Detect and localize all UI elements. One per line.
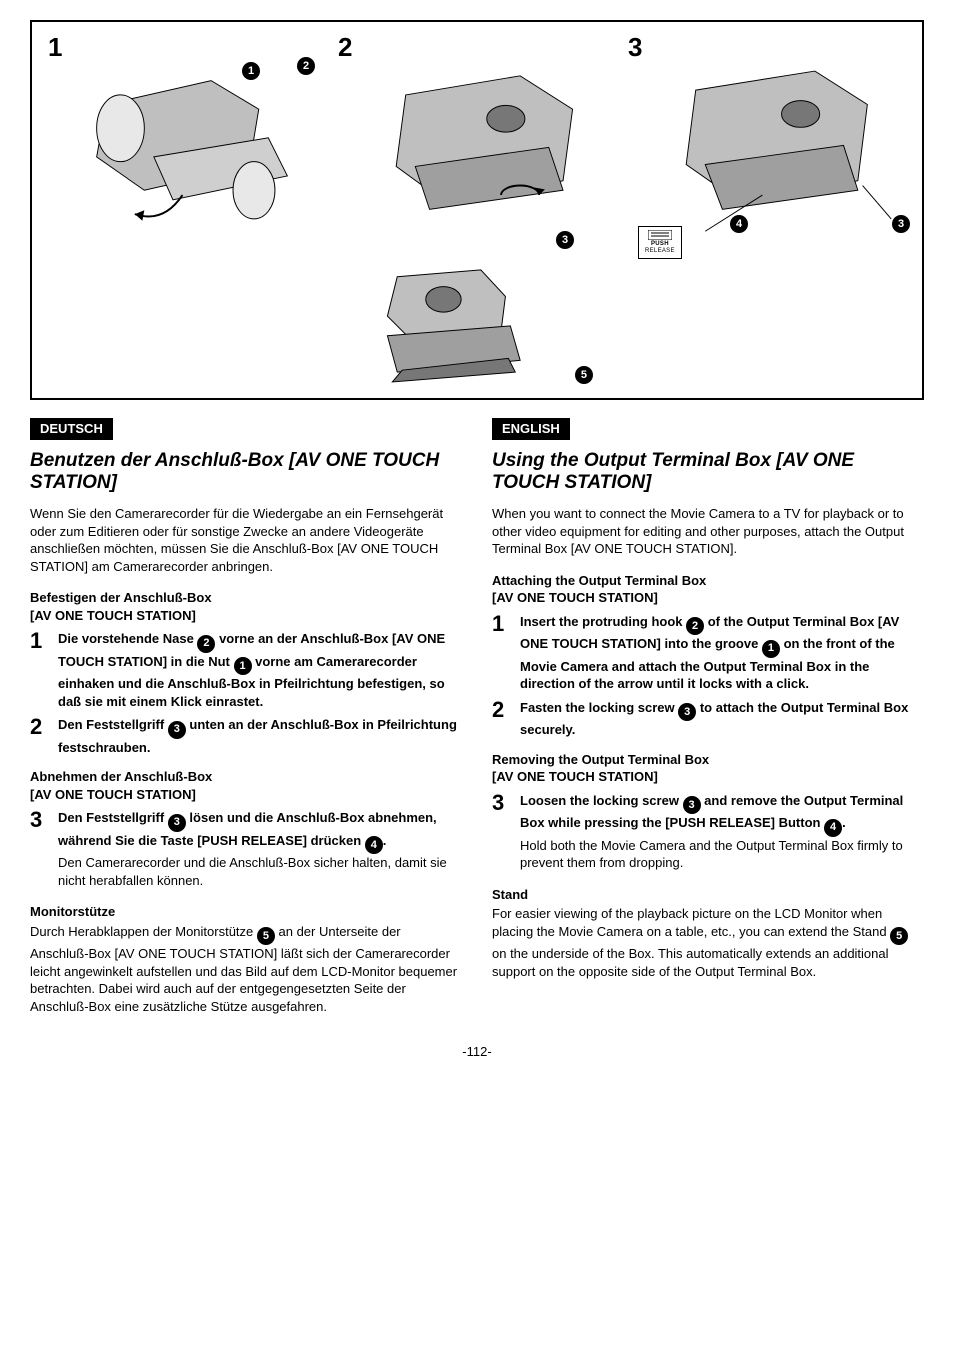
stepnum-1: 1 — [492, 613, 520, 693]
stand-txt-en: For easier viewing of the playback pictu… — [492, 905, 924, 980]
illustration-1 — [62, 52, 322, 243]
inline-bullet: 5 — [257, 927, 275, 945]
diagram-cell-1: 1 1 2 — [42, 32, 332, 253]
steps-de-attach: 1 Die vorstehende Nase 2 vorne an der An… — [30, 630, 462, 756]
diagram-bottom-cell: 5 — [308, 262, 575, 390]
push-release-label: PUSH RELEASE — [638, 226, 682, 259]
lang-tag-de: DEUTSCH — [30, 418, 113, 440]
step-en-3: 3 Loosen the locking screw 3 and remove … — [492, 792, 924, 872]
inline-bullet: 4 — [824, 819, 842, 837]
step-de-2: 2 Den Feststellgriff 3 unten an der Ansc… — [30, 716, 462, 756]
diagram-cell-3: 3 4 3 PUSH RELEASE — [622, 32, 912, 253]
inline-bullet: 3 — [683, 796, 701, 814]
release-label: RELEASE — [645, 248, 675, 255]
intro-de: Wenn Sie den Camerarecorder für die Wied… — [30, 505, 462, 575]
diagram-cell-2: 2 3 — [332, 32, 622, 253]
diagram-number-2: 2 — [338, 32, 352, 63]
column-english: ENGLISH Using the Output Terminal Box [A… — [492, 418, 924, 1016]
step-en-1: 1 Insert the protruding hook 2 of the Ou… — [492, 613, 924, 693]
callout-2: 2 — [297, 57, 315, 75]
sub2-en: Removing the Output Terminal Box [AV ONE… — [492, 751, 924, 786]
column-deutsch: DEUTSCH Benutzen der Anschluß-Box [AV ON… — [30, 418, 462, 1016]
stepnum-3: 3 — [492, 792, 520, 872]
illustration-2 — [352, 52, 612, 243]
sub2-de: Abnehmen der Anschluß-Box [AV ONE TOUCH … — [30, 768, 462, 803]
title-en: Using the Output Terminal Box [AV ONE TO… — [492, 450, 924, 496]
mon-hd-de: Monitorstütze — [30, 903, 462, 921]
diagram-number-3: 3 — [628, 32, 642, 63]
illustration-3 — [642, 52, 902, 243]
inline-bullet: 3 — [678, 703, 696, 721]
title-de: Benutzen der Anschluß-Box [AV ONE TOUCH … — [30, 450, 462, 496]
inline-bullet: 1 — [762, 640, 780, 658]
callout-1: 1 — [242, 62, 260, 80]
callout-5: 5 — [575, 366, 593, 384]
step-en-2: 2 Fasten the locking screw 3 to attach t… — [492, 699, 924, 739]
stepnum-3: 3 — [30, 809, 58, 889]
intro-en: When you want to connect the Movie Camer… — [492, 505, 924, 558]
callout-4: 4 — [730, 215, 748, 233]
diagram-top-row: 1 1 2 2 — [42, 32, 912, 253]
stepnum-2: 2 — [492, 699, 520, 739]
inline-bullet: 3 — [168, 721, 186, 739]
sub1-en: Attaching the Output Terminal Box [AV ON… — [492, 572, 924, 607]
diagram-number-1: 1 — [48, 32, 62, 63]
inline-bullet: 5 — [890, 927, 908, 945]
stepnum-2: 2 — [30, 716, 58, 756]
inline-bullet: 2 — [197, 635, 215, 653]
step3-note-de: Den Camerarecorder und die Anschluß-Box … — [58, 855, 447, 888]
inline-bullet: 1 — [234, 657, 252, 675]
lang-tag-en: ENGLISH — [492, 418, 570, 440]
stepnum-1: 1 — [30, 630, 58, 710]
steps-en-remove: 3 Loosen the locking screw 3 and remove … — [492, 792, 924, 872]
inline-bullet: 4 — [365, 836, 383, 854]
push-label: PUSH — [651, 241, 669, 247]
callout-3b: 3 — [892, 215, 910, 233]
step-de-3: 3 Den Feststellgriff 3 lösen und die Ans… — [30, 809, 462, 889]
text-columns: DEUTSCH Benutzen der Anschluß-Box [AV ON… — [30, 418, 924, 1016]
mon-txt-de: Durch Herabklappen der Monitorstütze 5 a… — [30, 923, 462, 1016]
diagram-box: 1 1 2 2 — [30, 20, 924, 400]
sub1-de: Befestigen der Anschluß-Box [AV ONE TOUC… — [30, 589, 462, 624]
inline-bullet: 3 — [168, 814, 186, 832]
inline-bullet: 2 — [686, 617, 704, 635]
stand-hd-en: Stand — [492, 886, 924, 904]
steps-de-remove: 3 Den Feststellgriff 3 lösen und die Ans… — [30, 809, 462, 889]
steps-en-attach: 1 Insert the protruding hook 2 of the Ou… — [492, 613, 924, 739]
page-number: -112- — [30, 1044, 924, 1059]
step3-note-en: Hold both the Movie Camera and the Outpu… — [520, 838, 903, 871]
step-de-1: 1 Die vorstehende Nase 2 vorne an der An… — [30, 630, 462, 710]
callout-3: 3 — [556, 231, 574, 249]
